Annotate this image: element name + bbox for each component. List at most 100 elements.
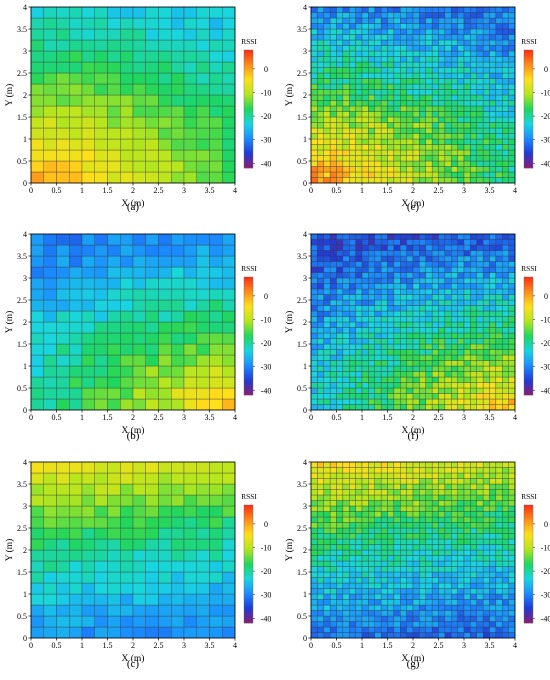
heatmap-cell xyxy=(368,599,375,606)
heatmap-cell xyxy=(425,626,433,633)
heatmap-cell xyxy=(107,116,121,129)
heatmap-cell xyxy=(438,50,446,57)
heatmap-cell xyxy=(81,72,95,85)
heatmap-cell xyxy=(30,83,44,96)
heatmap-cell xyxy=(94,50,108,63)
heatmap-cell xyxy=(406,177,414,184)
heatmap-cell xyxy=(107,266,121,279)
heatmap-cell xyxy=(476,582,484,589)
heatmap-cell xyxy=(342,393,350,400)
heatmap-cell xyxy=(482,6,490,13)
heatmap-cell xyxy=(495,149,503,156)
heatmap-cell xyxy=(43,255,57,268)
heatmap-cell xyxy=(355,560,363,567)
heatmap-cell xyxy=(336,94,344,101)
heatmap-cell xyxy=(406,604,414,611)
heatmap-cell xyxy=(355,34,363,41)
heatmap-cell xyxy=(387,50,395,57)
heatmap-cell xyxy=(431,67,439,74)
heatmap-cell xyxy=(412,533,420,540)
heatmap-cell xyxy=(495,89,503,96)
heatmap-cell xyxy=(470,305,477,312)
heatmap-cell xyxy=(355,338,363,345)
heatmap-cell xyxy=(393,272,401,279)
heatmap-cell xyxy=(349,144,356,151)
heatmap-cell xyxy=(489,582,497,589)
heatmap-cell xyxy=(355,610,363,617)
heatmap-cell xyxy=(502,610,509,617)
heatmap-cell xyxy=(393,533,401,540)
heatmap-cell xyxy=(438,343,446,350)
heatmap-cell xyxy=(380,83,388,90)
heatmap-cell xyxy=(463,566,471,573)
heatmap-cell xyxy=(323,321,331,328)
heatmap-cell xyxy=(336,294,344,301)
heatmap-cell xyxy=(400,582,407,589)
heatmap-cell xyxy=(158,321,172,334)
heatmap-cell xyxy=(310,478,318,485)
heatmap-cell xyxy=(30,593,44,606)
heatmap-cell xyxy=(323,382,331,389)
heatmap-cell xyxy=(419,83,426,90)
heatmap-cell xyxy=(43,138,57,151)
heatmap-cell xyxy=(419,250,426,257)
colorbar-segment xyxy=(244,95,253,98)
heatmap-cell xyxy=(419,555,426,562)
heatmap-cell xyxy=(336,144,344,151)
heatmap-cell xyxy=(342,483,350,490)
heatmap-cell xyxy=(489,316,497,323)
heatmap-cell xyxy=(380,127,388,134)
heatmap-cell xyxy=(457,467,465,474)
heatmap-cell xyxy=(406,371,414,378)
heatmap-cell xyxy=(495,483,503,490)
heatmap-cell xyxy=(158,83,172,96)
heatmap-cell xyxy=(476,398,484,405)
heatmap-cell xyxy=(336,604,344,611)
heatmap-cell xyxy=(380,255,388,262)
heatmap-cell xyxy=(30,6,44,19)
colorbar-segment xyxy=(244,136,253,139)
heatmap-cell xyxy=(355,533,363,540)
heatmap-cell xyxy=(196,138,210,151)
heatmap-cell xyxy=(387,111,395,118)
heatmap-cell xyxy=(470,45,477,52)
heatmap-cell xyxy=(145,288,159,301)
heatmap-cell xyxy=(158,505,172,518)
x-tick-label: 1 xyxy=(80,641,84,650)
colorbar-segment xyxy=(244,542,253,545)
heatmap-cell xyxy=(476,310,484,317)
colorbar-segment xyxy=(524,114,533,118)
heatmap-cell xyxy=(425,516,433,523)
heatmap-cell xyxy=(387,404,395,411)
heatmap-cell xyxy=(209,365,223,378)
heatmap-cell xyxy=(425,360,433,367)
heatmap-cell xyxy=(451,122,458,129)
heatmap-cell xyxy=(444,511,452,518)
heatmap-cell xyxy=(482,50,490,57)
heatmap-cell xyxy=(81,376,95,389)
heatmap-cell xyxy=(400,283,407,290)
heatmap-cell xyxy=(425,39,433,46)
heatmap-cell xyxy=(145,604,159,617)
colorbar-segment xyxy=(524,577,533,581)
colorbar-segment xyxy=(524,581,533,584)
heatmap-cell xyxy=(380,393,388,400)
heatmap-cell xyxy=(222,332,236,345)
heatmap-cell xyxy=(43,472,57,485)
heatmap-cell xyxy=(457,133,465,140)
heatmap-cell xyxy=(342,533,350,540)
heatmap-cell xyxy=(470,171,477,178)
heatmap-cell xyxy=(81,39,95,52)
heatmap-cell xyxy=(361,555,369,562)
colorbar-segment xyxy=(244,122,253,126)
heatmap-cell xyxy=(406,555,414,562)
heatmap-cell xyxy=(43,17,57,30)
heatmap-cell xyxy=(380,105,388,112)
heatmap-cell xyxy=(463,522,471,529)
x-tick-label: 3.5 xyxy=(485,413,495,422)
heatmap-cell xyxy=(489,89,497,96)
heatmap-cell xyxy=(145,505,159,518)
heatmap-cell xyxy=(56,560,70,573)
heatmap-cell xyxy=(317,582,324,589)
